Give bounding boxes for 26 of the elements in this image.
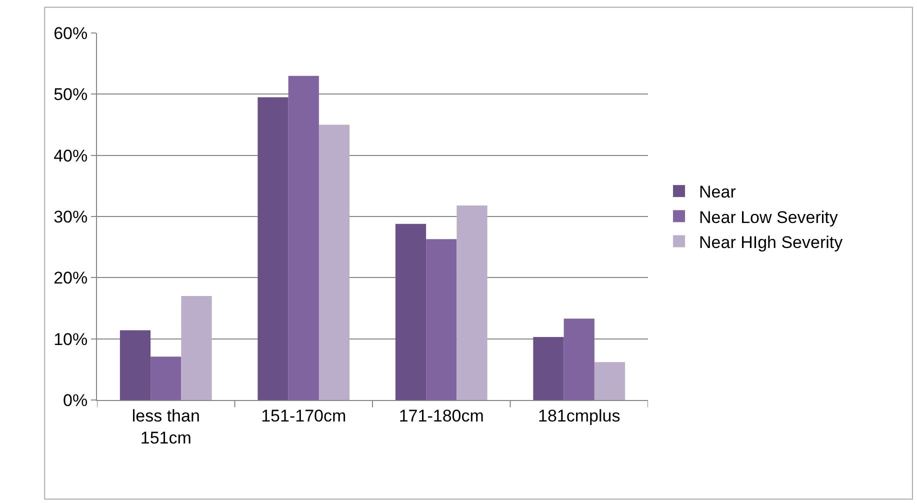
y-tick-label: 0% — [63, 390, 88, 410]
y-tick-label: 10% — [54, 330, 88, 349]
bar — [318, 124, 350, 400]
y-tick-label: 40% — [54, 146, 88, 166]
bar — [120, 330, 151, 400]
y-tick-label: 20% — [54, 268, 88, 288]
legend-label: Near — [699, 182, 736, 202]
x-tick-label: 181cmplus — [538, 406, 620, 426]
y-tick-label: 60% — [54, 24, 88, 43]
bar — [258, 97, 288, 400]
bar — [426, 239, 457, 400]
bar — [564, 318, 594, 400]
y-tick-label: 50% — [54, 85, 88, 104]
legend-label: Near Low Severity — [699, 208, 838, 227]
bar — [533, 337, 564, 400]
x-tick-label: 171-180cm — [398, 406, 484, 426]
y-tick-label: 30% — [54, 207, 88, 226]
x-tick-label: 151-170cm — [261, 406, 346, 426]
bar — [150, 356, 182, 400]
bar — [181, 296, 212, 400]
bar — [395, 224, 426, 400]
legend-label: Near HIgh Severity — [699, 232, 844, 252]
bar — [456, 205, 488, 400]
bar — [288, 76, 319, 400]
x-tick-label: less than 151cm — [132, 406, 200, 448]
bar — [594, 362, 626, 400]
